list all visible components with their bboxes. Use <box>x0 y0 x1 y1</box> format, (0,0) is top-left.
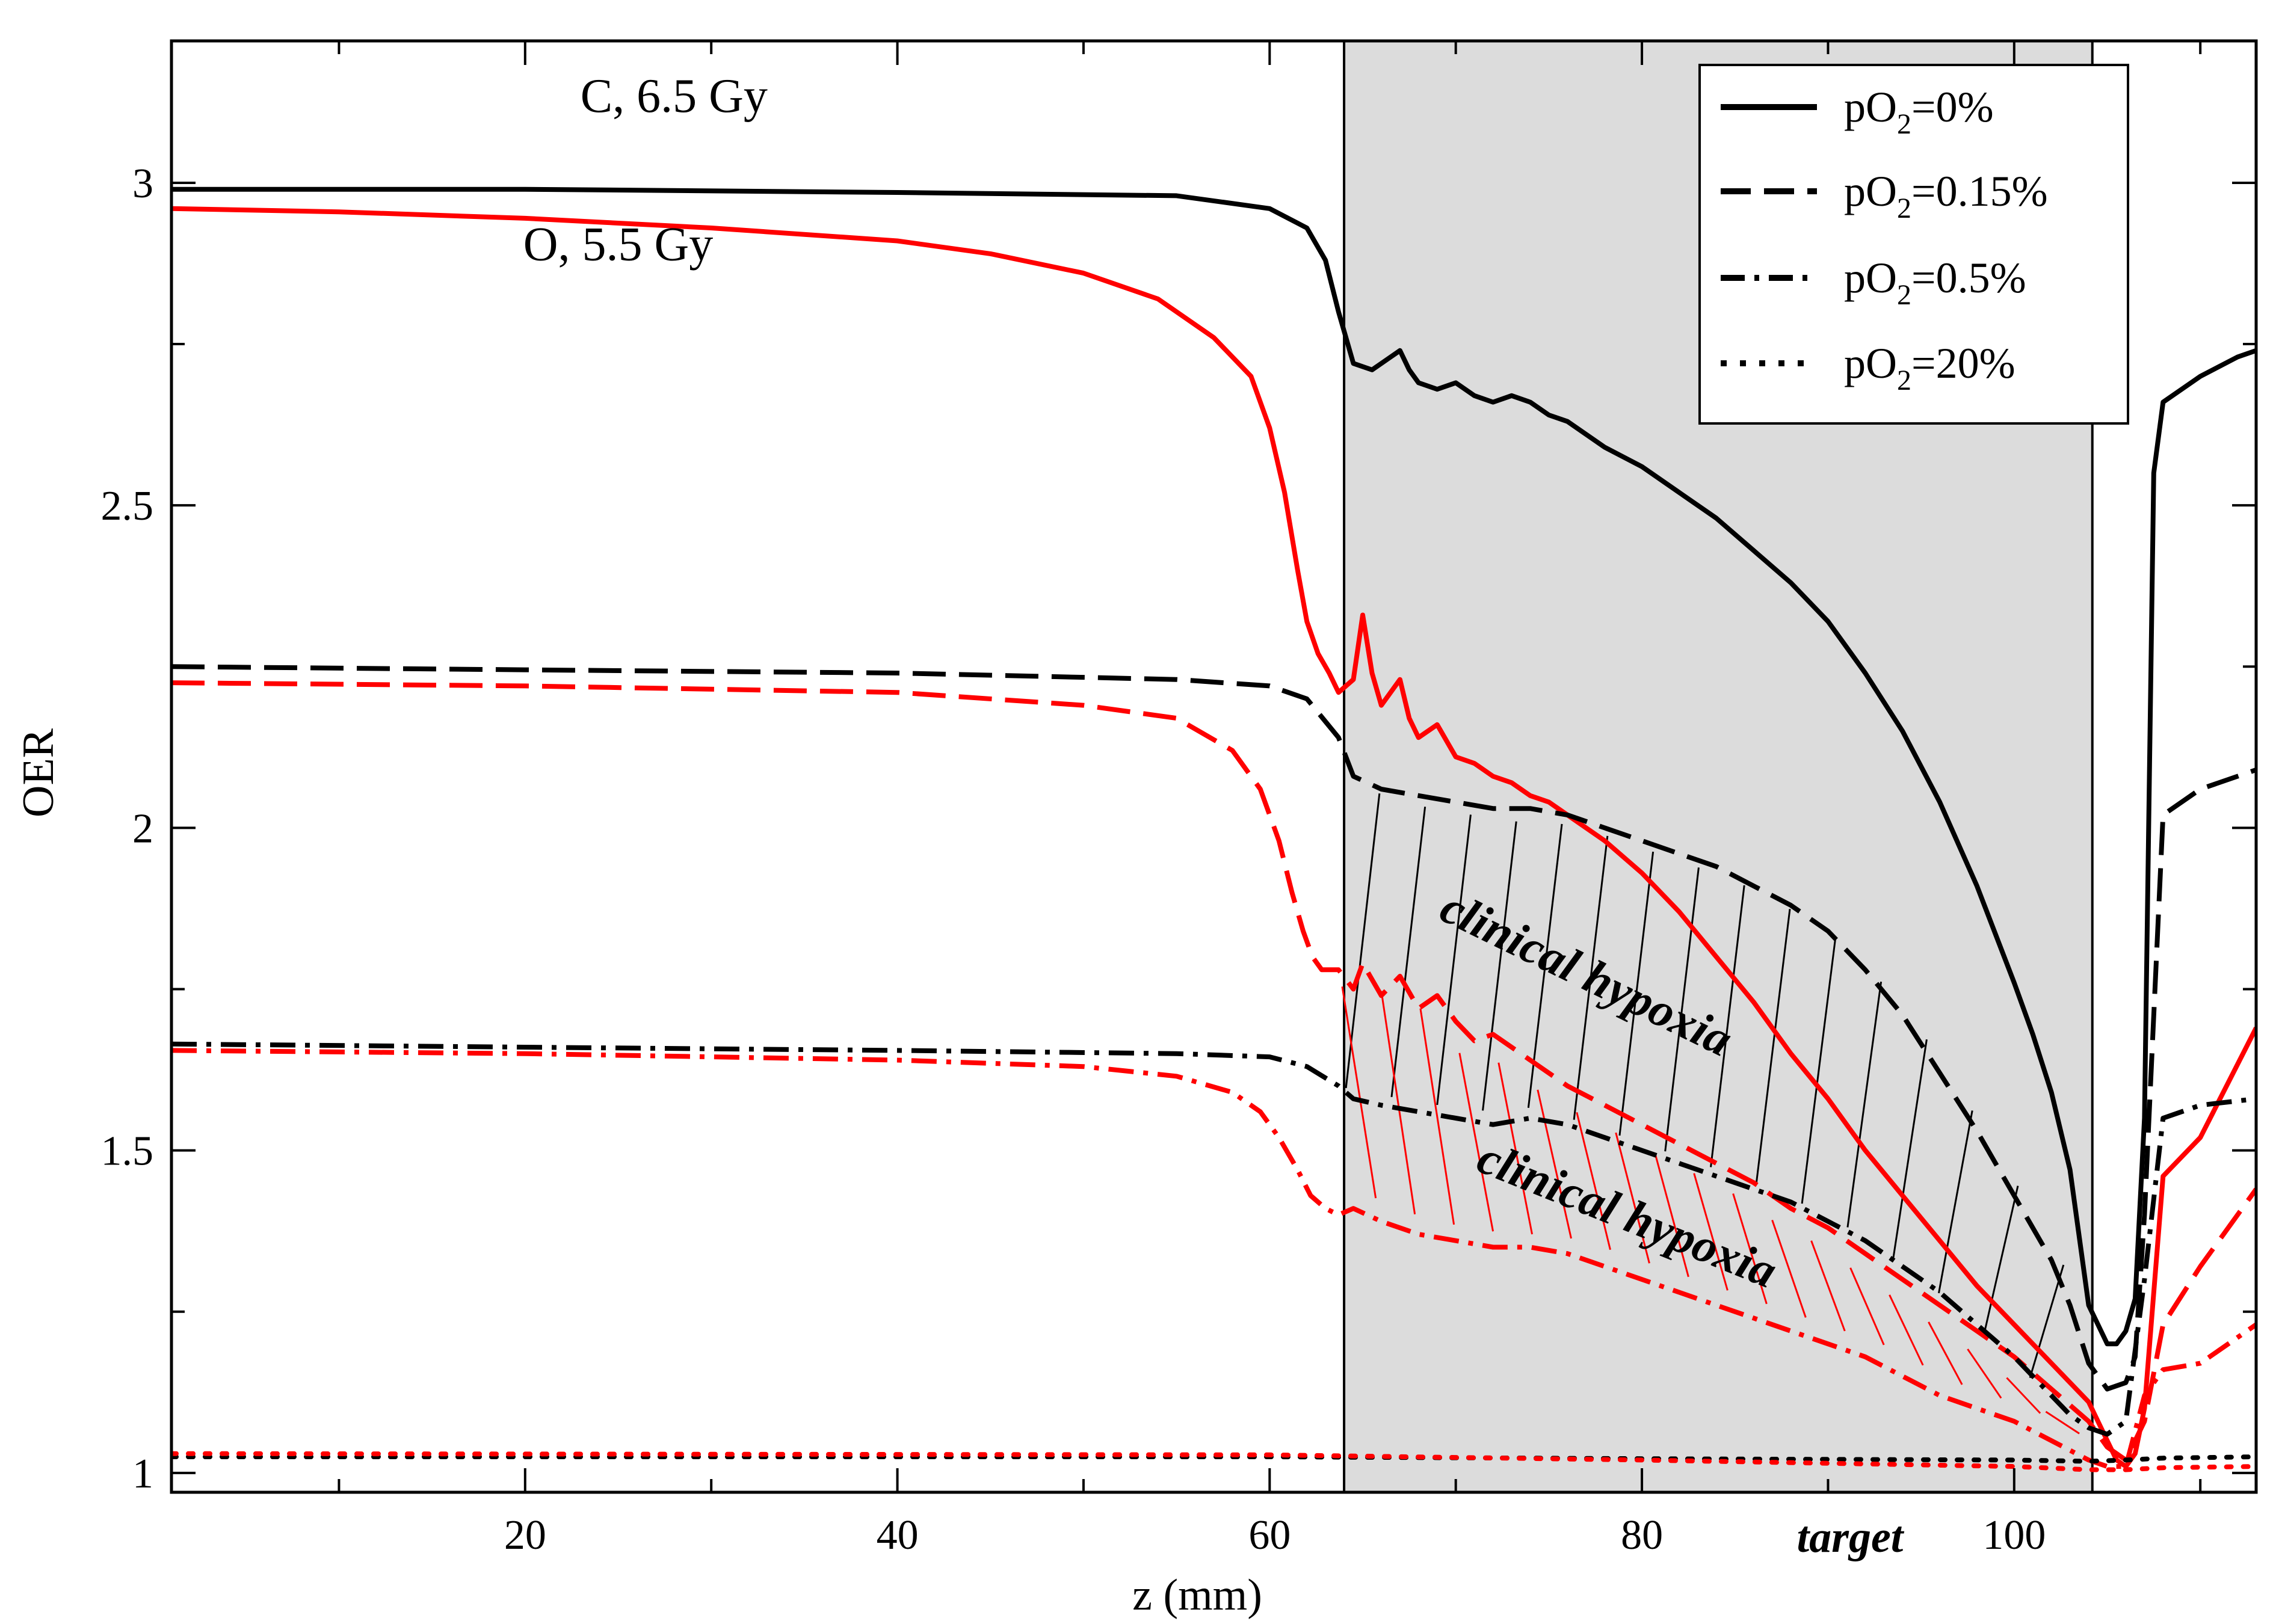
hatch-line <box>1928 1321 1963 1385</box>
hatch-line <box>1458 1053 1494 1232</box>
x-tick-label: 100 <box>1982 1512 2046 1558</box>
clinical-hypoxia-hatch-red <box>1341 986 2080 1435</box>
target-label: target <box>1797 1513 1905 1562</box>
x-tick-label: 60 <box>1248 1512 1291 1558</box>
y-tick-label: 2 <box>132 805 153 852</box>
hatch-line <box>1693 1173 1729 1291</box>
hatch-line <box>1482 821 1517 1111</box>
x-axis-label: z (mm) <box>1132 1570 1262 1620</box>
legend-label: pO2=0% <box>1844 83 1994 140</box>
hatch-line <box>1345 793 1381 1089</box>
hatch-line <box>1849 1267 1885 1346</box>
hatch-line <box>1889 1294 1924 1366</box>
y-tick-labels: 1 1.5 2 2.5 3 <box>101 161 154 1497</box>
hatch-line <box>1732 1193 1768 1305</box>
legend-label: pO2=0.15% <box>1844 167 2048 224</box>
series-c-dashdot <box>171 1041 2256 1437</box>
hatch-line <box>1664 867 1700 1152</box>
hatch-line <box>1497 1062 1534 1235</box>
y-tick-label: 1 <box>132 1451 153 1497</box>
hatch-line <box>2045 1410 2080 1435</box>
series-c-solid <box>171 186 2256 1347</box>
hatch-line <box>1771 1219 1807 1318</box>
hatch-line <box>1892 1039 1928 1260</box>
y-tick-label: 3 <box>132 161 153 207</box>
x-tick-labels: 20 40 60 80 100 <box>504 1512 2046 1558</box>
y-tick-label: 1.5 <box>101 1128 154 1175</box>
hatch-line <box>1573 835 1609 1120</box>
legend-label: pO2=0.5% <box>1844 254 2026 311</box>
x-tick-label: 20 <box>504 1512 546 1558</box>
x-tick-label: 80 <box>1621 1512 1663 1558</box>
legend-entry: pO2=0% <box>1721 83 1994 140</box>
legend-entry: pO2=0.5% <box>1721 254 2026 311</box>
plot-frame <box>170 39 2258 1494</box>
hatch-line <box>1967 1349 2002 1399</box>
hatch-line <box>1419 1008 1455 1225</box>
hatch-line <box>1755 909 1791 1183</box>
hatch-line <box>1576 1112 1611 1250</box>
series-o-dashed <box>171 680 2256 1463</box>
hatch-line <box>1341 986 1377 1199</box>
y-axis-label: OER <box>14 728 63 817</box>
series-o-dashdot <box>171 1048 2256 1469</box>
hatch-line <box>1380 991 1416 1214</box>
carbon-dose-label: C, 6.5 Gy <box>581 70 768 123</box>
hatch-line <box>1615 1132 1650 1264</box>
legend-box <box>1698 64 2129 425</box>
series-o-solid <box>171 206 2256 1469</box>
x-tick-label: 40 <box>877 1512 919 1558</box>
series-o-dotted <box>171 1451 2256 1472</box>
legend: pO2=0% pO2=0.15% pO2=0.5% pO2=20% <box>1698 64 2129 425</box>
series-c-dashed <box>171 664 2256 1392</box>
clinical-hypoxia-hatch-black <box>1345 793 2065 1379</box>
hatch-line <box>1710 885 1745 1167</box>
hatch-line <box>1801 937 1837 1204</box>
hatch-line <box>1654 1152 1689 1278</box>
series-c-dotted <box>171 1454 2256 1464</box>
legend-entry: pO2=0.15% <box>1721 167 2048 224</box>
legend-entry: pO2=20% <box>1721 339 2015 396</box>
hatch-line <box>1938 1110 1973 1294</box>
legend-label: pO2=20% <box>1844 339 2015 396</box>
axis-ticks <box>171 41 2256 1492</box>
y-tick-label: 2.5 <box>101 483 154 529</box>
hatch-line <box>1846 981 1883 1228</box>
hatch-line <box>1537 1089 1572 1239</box>
hatch-line <box>1436 814 1472 1106</box>
series-layer <box>171 186 2256 1472</box>
hatch-line <box>1983 1186 2019 1333</box>
oxygen-dose-label: O, 5.5 Gy <box>523 218 714 271</box>
hatch-line <box>1618 851 1655 1136</box>
hatch-line <box>2006 1377 2041 1414</box>
hatch-line <box>1390 807 1426 1098</box>
hatch-line <box>2029 1264 2065 1379</box>
hatch-line <box>1810 1240 1846 1332</box>
